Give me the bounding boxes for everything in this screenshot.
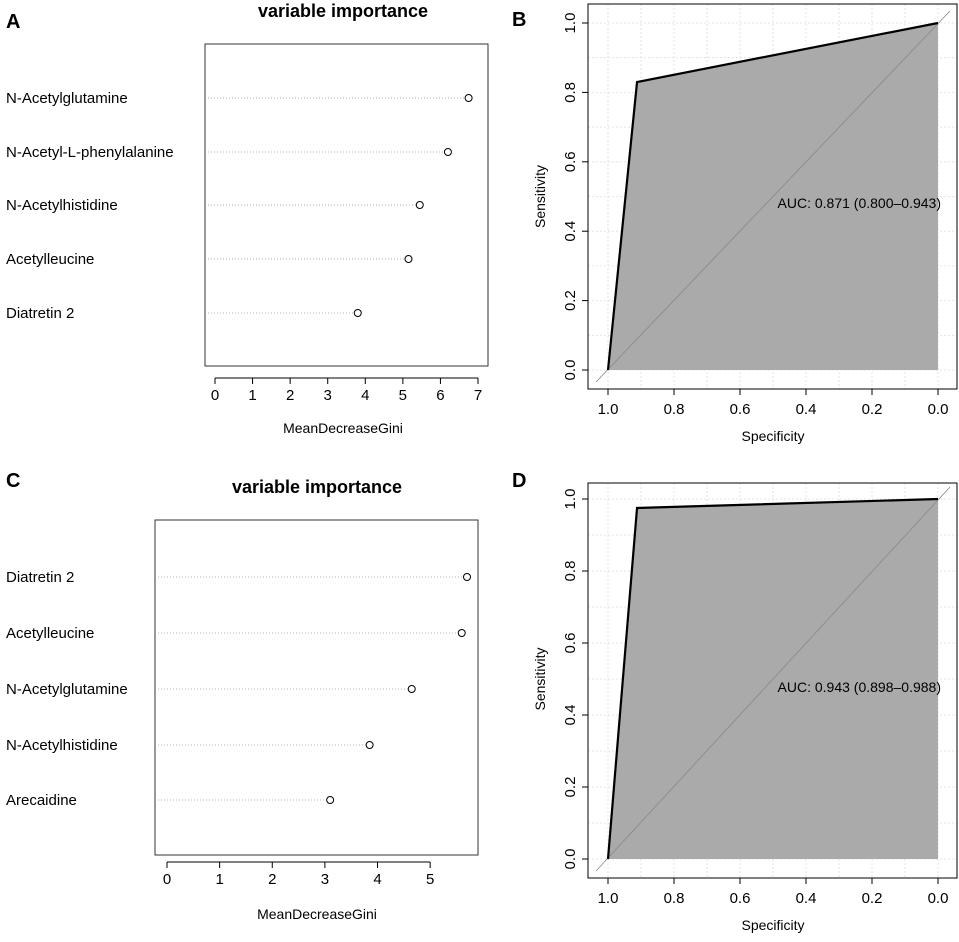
- category-label: Acetylleucine: [6, 625, 94, 642]
- auc-annotation: AUC: 0.871 (0.800–0.943): [778, 195, 941, 211]
- y-tick-label: 0.8: [562, 82, 579, 103]
- category-label: Acetylleucine: [6, 251, 94, 268]
- auc-annotation: AUC: 0.943 (0.898–0.988): [778, 679, 941, 695]
- x-tick-label: 6: [436, 387, 444, 404]
- panel-a: A variable importance N-Acetylglutamine N-…: [6, 1, 489, 436]
- x-tick-label: 0.2: [862, 890, 883, 907]
- x-tick-label: 7: [474, 387, 482, 404]
- x-tick-label: 0.6: [730, 401, 751, 418]
- category-label: Diatretin 2: [6, 305, 74, 322]
- x-tick-label: 4: [373, 871, 381, 888]
- x-tick-label: 0.0: [928, 890, 949, 907]
- x-tick-label: 1.0: [598, 401, 619, 418]
- panel-letter-a: A: [6, 11, 20, 33]
- data-point: [415, 201, 424, 209]
- x-tick-label: 1.0: [598, 890, 619, 907]
- y-tick-label: 0.6: [562, 633, 579, 654]
- panel-letter-b: B: [512, 9, 526, 31]
- x-tick-label: 0.6: [730, 890, 751, 907]
- y-tick-label: 0.4: [562, 221, 579, 242]
- data-point: [407, 685, 416, 693]
- x-tick-label: 0.4: [796, 890, 817, 907]
- panel-b: B AUC: 0.871 (0.800–0.943) 1.0 0.8 0.6 0.4 0.…: [512, 3, 958, 444]
- category-label: Diatretin 2: [6, 569, 74, 586]
- panel-c: C variable importance Diatretin 2 Acetylle…: [6, 470, 479, 922]
- x-tick-label: 0.2: [862, 401, 883, 418]
- x-tick-label: 0.4: [796, 401, 817, 418]
- category-label: Arecaidine: [6, 792, 77, 809]
- x-tick-label: 3: [321, 871, 329, 888]
- y-tick-label: 0.8: [562, 561, 579, 582]
- category-label: N-Acetylglutamine: [6, 90, 128, 107]
- x-tick-label: 0: [211, 387, 219, 404]
- y-tick-label: 0.0: [562, 360, 579, 381]
- x-tick-label: 1: [248, 387, 256, 404]
- category-label: N-Acetylglutamine: [6, 681, 128, 698]
- panel-d: D AUC: 0.943 (0.898–0.988) 1.0 0.8 0.6 0.4 0.…: [512, 470, 958, 933]
- data-point: [326, 796, 335, 804]
- y-tick-label: 1.0: [562, 13, 579, 34]
- y-tick-label: 0.2: [562, 777, 579, 798]
- y-axis-title: Sensitivity: [532, 165, 548, 228]
- roc-curve: [606, 21, 939, 371]
- data-point: [404, 255, 413, 263]
- y-tick-label: 1.0: [562, 489, 579, 510]
- data-point: [457, 629, 466, 637]
- x-tick-label: 2: [268, 871, 276, 888]
- x-tick-label: 0.8: [664, 401, 685, 418]
- chance-diagonal: [595, 486, 951, 872]
- roc-curve: [606, 497, 939, 860]
- x-tick-label: 0.8: [664, 890, 685, 907]
- x-axis-title: MeanDecreaseGini: [283, 420, 403, 436]
- data-point: [443, 148, 452, 156]
- category-label: N-Acetylhistidine: [6, 737, 118, 754]
- x-tick-label: 2: [286, 387, 294, 404]
- x-tick-label: 0: [163, 871, 171, 888]
- panel-letter-d: D: [512, 470, 526, 492]
- data-point: [365, 741, 374, 749]
- y-tick-label: 0.2: [562, 290, 579, 311]
- y-tick-label: 0.0: [562, 849, 579, 870]
- chart-title: variable importance: [232, 477, 402, 497]
- x-tick-label: 4: [361, 387, 369, 404]
- x-axis-title: MeanDecreaseGini: [257, 906, 377, 922]
- chance-diagonal: [595, 10, 951, 383]
- y-tick-label: 0.4: [562, 705, 579, 726]
- category-label: N-Acetyl-L-phenylalanine: [6, 144, 174, 161]
- x-tick-label: 0.0: [928, 401, 949, 418]
- x-tick-label: 3: [324, 387, 332, 404]
- data-point: [464, 94, 473, 102]
- data-point: [463, 573, 471, 581]
- x-axis-title: Specificity: [741, 428, 804, 444]
- y-axis-title: Sensitivity: [532, 647, 548, 710]
- x-axis-title: Specificity: [741, 917, 804, 933]
- x-tick-label: 5: [399, 387, 407, 404]
- panel-letter-c: C: [6, 470, 20, 492]
- x-tick-label: 5: [426, 871, 434, 888]
- chart-title: variable importance: [258, 1, 428, 21]
- plot-frame: [154, 519, 479, 856]
- data-point: [353, 309, 362, 317]
- category-label: N-Acetylhistidine: [6, 197, 118, 214]
- y-tick-label: 0.6: [562, 151, 579, 172]
- x-tick-label: 1: [215, 871, 223, 888]
